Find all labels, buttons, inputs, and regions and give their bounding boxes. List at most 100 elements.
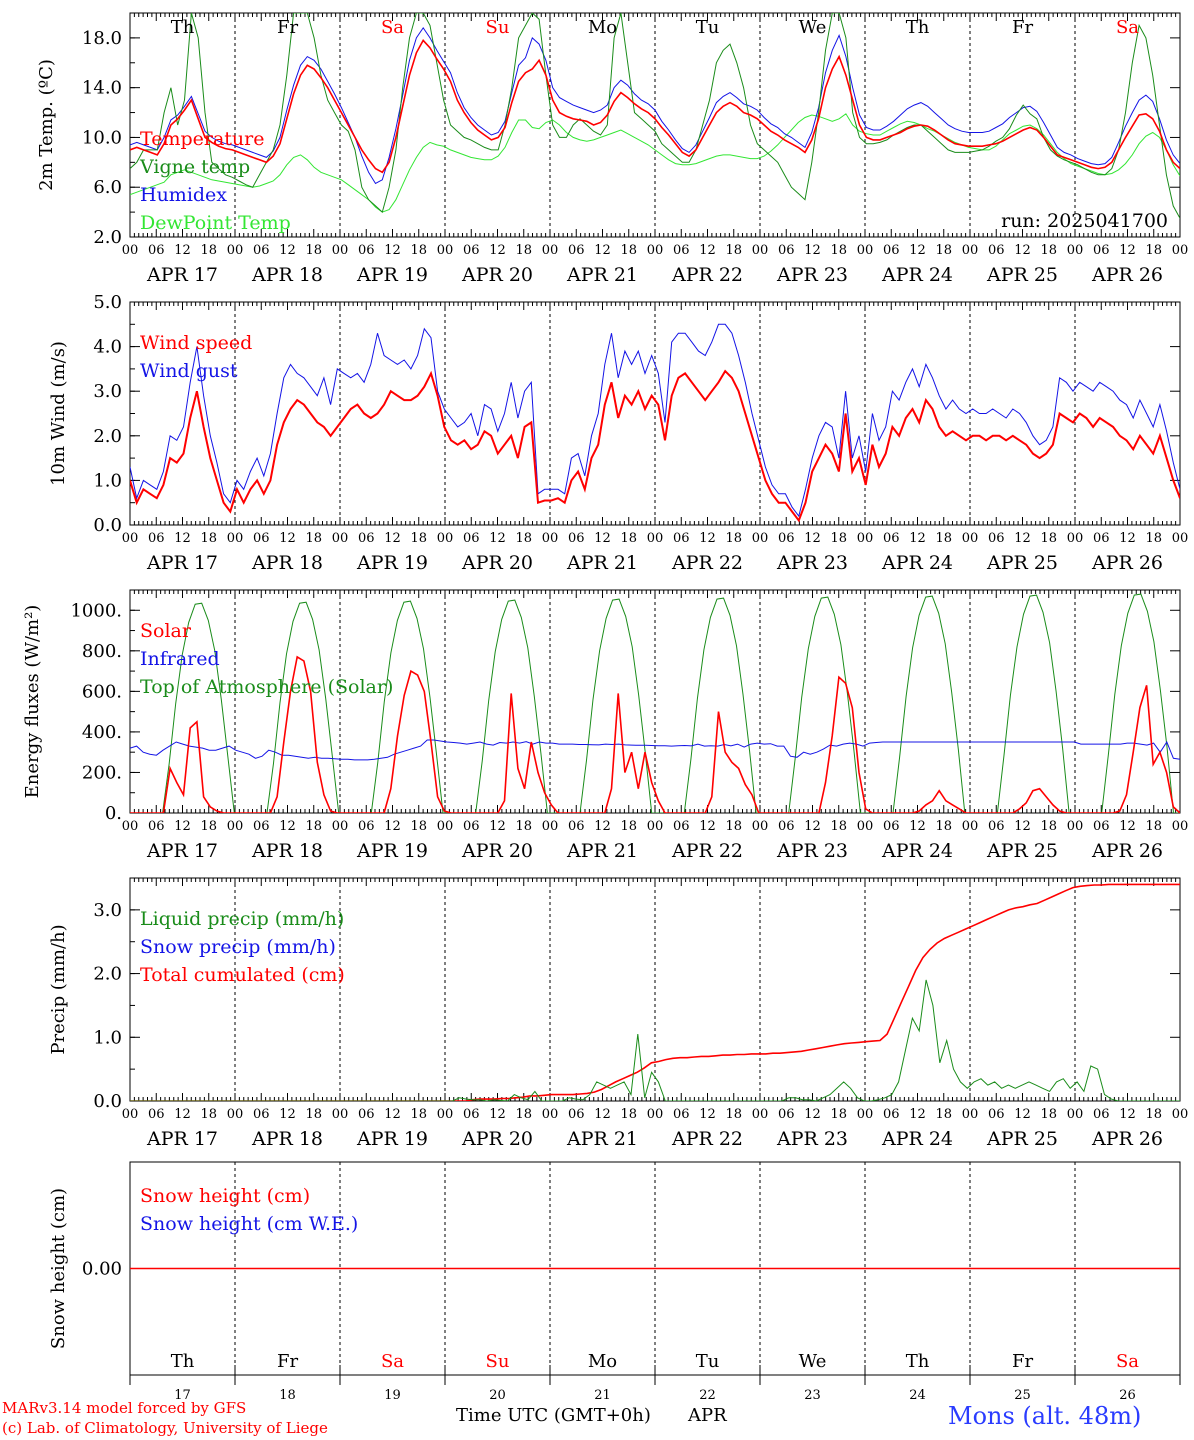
hour-tick-label: 18 [200, 1107, 217, 1122]
legend-entry: Wind gust [140, 360, 238, 382]
hour-tick-label: 06 [778, 531, 795, 546]
hour-tick-label: 00 [332, 531, 349, 546]
hour-tick-label: 06 [253, 819, 270, 834]
date-label: APR 19 [356, 264, 428, 286]
hour-tick-label: 06 [463, 819, 480, 834]
hour-tick-label: 12 [909, 531, 926, 546]
hour-tick-label: 12 [909, 819, 926, 834]
weekday-label: Sa [1116, 1351, 1139, 1372]
panel-3 [129, 589, 1181, 814]
hour-tick-label: 06 [673, 531, 690, 546]
weekday-label: Tu [696, 17, 720, 38]
panel-frame [129, 12, 1181, 238]
date-label: APR 24 [881, 1128, 953, 1150]
hour-tick-label: 18 [410, 531, 427, 546]
y-tick-label: 400. [82, 722, 122, 743]
date-label: APR 23 [776, 1128, 848, 1150]
hour-tick-label: 12 [699, 531, 716, 546]
legend-entry: Vigne temp [139, 156, 250, 178]
model-credit: MARv3.14 model forced by GFS [2, 1399, 247, 1417]
hour-tick-label: 00 [1172, 243, 1189, 258]
date-label: APR 20 [461, 840, 533, 862]
y-axis-title: 10m Wind (m/s) [48, 341, 69, 486]
hour-tick-label: 18 [515, 819, 532, 834]
hour-tick-label: 12 [594, 819, 611, 834]
day-number-label: 22 [699, 1388, 716, 1403]
date-label: APR 24 [881, 264, 953, 286]
hour-tick-label: 00 [437, 1107, 454, 1122]
hour-tick-label: 12 [1014, 531, 1031, 546]
series-line-dewpoint-temp [130, 113, 1180, 213]
hour-tick-label: 18 [515, 1107, 532, 1122]
hour-tick-label: 00 [542, 1107, 559, 1122]
hour-tick-label: 12 [1119, 531, 1136, 546]
date-label: APR 23 [776, 552, 848, 574]
legend-entry: Snow precip (mm/h) [140, 936, 336, 958]
hour-tick-label: 06 [358, 819, 375, 834]
hour-tick-label: 06 [883, 819, 900, 834]
hour-tick-label: 06 [463, 243, 480, 258]
legend-entry: Wind speed [140, 332, 252, 354]
y-tick-label: 4.0 [93, 337, 122, 358]
hour-tick-label: 06 [778, 819, 795, 834]
hour-tick-label: 18 [200, 819, 217, 834]
hour-tick-label: 12 [1014, 1107, 1031, 1122]
hour-tick-label: 12 [384, 819, 401, 834]
hour-tick-label: 12 [384, 531, 401, 546]
hour-tick-label: 18 [1040, 243, 1057, 258]
hour-tick-label: 00 [962, 243, 979, 258]
hour-tick-label: 00 [332, 819, 349, 834]
date-label: APR 21 [566, 552, 638, 574]
hour-tick-label: 06 [253, 1107, 270, 1122]
hour-tick-label: 06 [463, 1107, 480, 1122]
hour-tick-label: 18 [620, 243, 637, 258]
hour-tick-label: 12 [699, 1107, 716, 1122]
legend-entry: DewPoint Temp [140, 212, 291, 234]
y-tick-label: 2.0 [93, 426, 122, 447]
panel-1 [129, 12, 1181, 238]
legend-entry: Solar [140, 620, 192, 642]
hour-tick-label: 00 [1067, 243, 1084, 258]
hour-tick-label: 12 [909, 243, 926, 258]
hour-tick-label: 06 [883, 243, 900, 258]
date-label: APR 22 [671, 264, 743, 286]
hour-tick-label: 06 [673, 243, 690, 258]
weekday-label: Th [906, 17, 930, 38]
y-tick-label: 0.0 [93, 515, 122, 536]
legend-entry: Top of Atmosphere (Solar) [140, 676, 393, 698]
hour-tick-label: 06 [568, 1107, 585, 1122]
hour-tick-label: 00 [962, 1107, 979, 1122]
hour-tick-label: 06 [148, 243, 165, 258]
hour-tick-label: 12 [594, 1107, 611, 1122]
hour-tick-label: 06 [778, 1107, 795, 1122]
hour-tick-label: 00 [1067, 1107, 1084, 1122]
weekday-label: Su [486, 1351, 510, 1372]
day-number-label: 21 [594, 1388, 611, 1403]
date-label: APR 21 [566, 840, 638, 862]
y-tick-label: 3.0 [93, 381, 122, 402]
hour-tick-label: 00 [122, 243, 139, 258]
date-label: APR 26 [1091, 264, 1163, 286]
hour-tick-label: 06 [1093, 243, 1110, 258]
hour-tick-label: 18 [725, 819, 742, 834]
hour-tick-label: 12 [489, 819, 506, 834]
y-tick-label: 18.0 [82, 28, 122, 49]
hour-tick-label: 18 [725, 243, 742, 258]
hour-tick-label: 00 [437, 243, 454, 258]
hour-tick-label: 06 [883, 531, 900, 546]
hour-tick-label: 00 [332, 243, 349, 258]
series-line-solar [130, 655, 1180, 813]
y-tick-label: 0.0 [93, 1091, 122, 1112]
y-axis-title: Energy fluxes (W/m²) [22, 605, 43, 799]
hour-tick-label: 12 [384, 1107, 401, 1122]
hour-tick-label: 18 [305, 531, 322, 546]
date-label: APR 19 [356, 840, 428, 862]
hour-tick-label: 06 [673, 1107, 690, 1122]
hour-tick-label: 12 [909, 1107, 926, 1122]
weekday-label: We [799, 1351, 827, 1372]
hour-tick-label: 18 [620, 1107, 637, 1122]
hour-tick-label: 00 [122, 531, 139, 546]
hour-tick-label: 12 [174, 819, 191, 834]
hour-tick-label: 18 [515, 243, 532, 258]
